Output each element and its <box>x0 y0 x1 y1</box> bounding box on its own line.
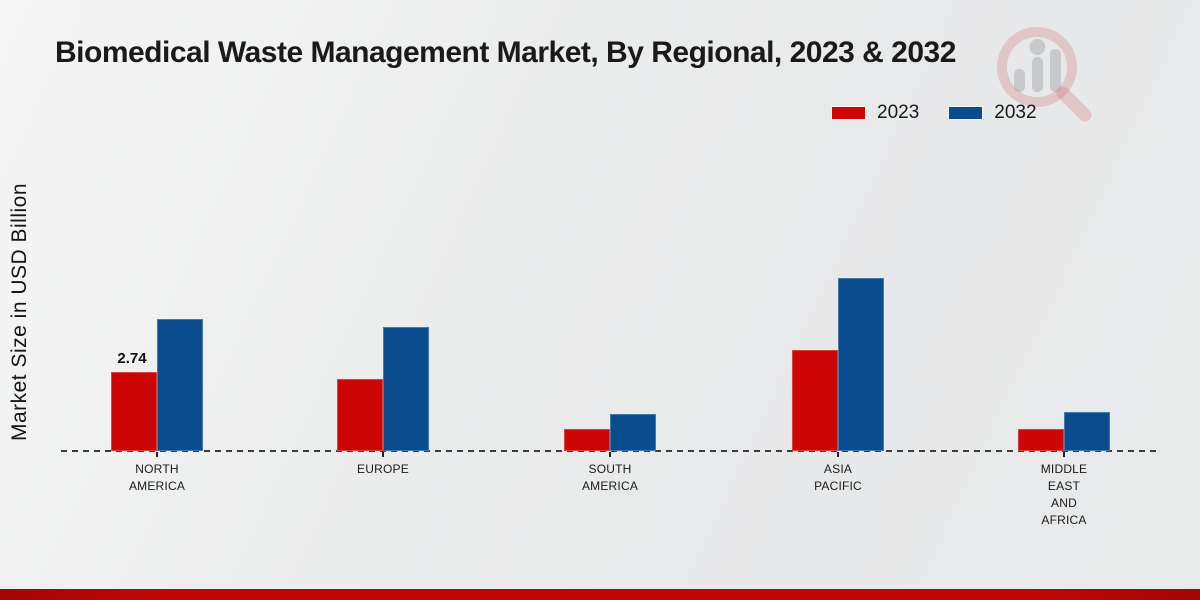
bar-2032-category-0 <box>157 318 203 451</box>
category-label: ASIA PACIFIC <box>814 462 862 493</box>
legend-item-2032: 2032 <box>949 102 1037 124</box>
bar-2023-category-0 <box>111 372 157 451</box>
bar-2032-category-4 <box>1064 411 1110 451</box>
category-label: EUROPE <box>357 462 409 476</box>
bar-2032-category-2 <box>610 414 656 451</box>
x-axis-tick <box>1063 452 1065 457</box>
bar-2023-category-3 <box>792 350 838 451</box>
bar-2032-category-1 <box>383 327 429 451</box>
x-axis-tick <box>837 452 839 457</box>
bar-2023-category-4 <box>1018 428 1064 451</box>
bar-2023-category-1 <box>337 379 383 451</box>
category-label: NORTH AMERICA <box>128 462 186 493</box>
bar-2023-category-2 <box>564 428 610 451</box>
legend-label: 2032 <box>994 102 1037 123</box>
legend-item-2023: 2023 <box>832 102 919 124</box>
legend-swatch-icon <box>949 107 983 119</box>
legend: 2023 2032 <box>832 102 1037 124</box>
chart-title: Biomedical Waste Management Market, By R… <box>55 36 956 69</box>
legend-label: 2023 <box>877 102 920 123</box>
x-axis-tick <box>156 452 158 457</box>
x-axis-tick <box>609 452 611 457</box>
legend-swatch-icon <box>832 107 865 119</box>
x-axis-baseline <box>61 450 1160 452</box>
bar-value-label: 2.74 <box>117 350 147 368</box>
bar-2032-category-3 <box>838 278 884 451</box>
category-label: SOUTH AMERICA <box>581 462 639 493</box>
footer-accent-bar <box>0 589 1200 600</box>
x-axis-tick <box>382 452 384 457</box>
category-label: MIDDLE EAST AND AFRICA <box>1040 462 1088 527</box>
magnifier-bar-chart-logo-watermark <box>997 27 1092 122</box>
